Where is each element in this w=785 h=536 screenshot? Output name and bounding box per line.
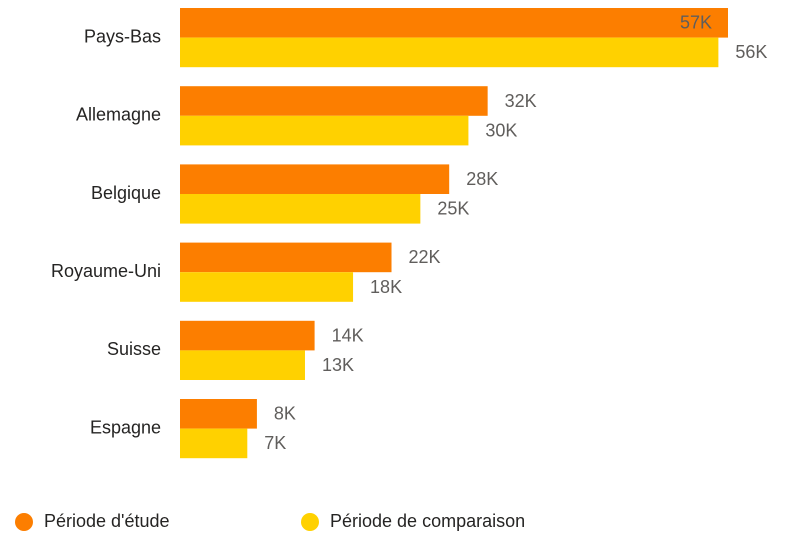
value-label: 25K <box>437 199 469 219</box>
category-label: Belgique <box>91 183 161 203</box>
category-label: Pays-Bas <box>84 26 161 46</box>
value-label: 32K <box>505 91 537 111</box>
value-label: 57K <box>680 13 712 33</box>
legend-label: Période de comparaison <box>330 511 525 531</box>
category-label: Royaume-Uni <box>51 261 161 281</box>
category-label: Allemagne <box>76 105 161 125</box>
value-label: 7K <box>264 433 286 453</box>
value-label: 56K <box>735 42 767 62</box>
value-label: 8K <box>274 404 296 424</box>
bar <box>180 399 257 429</box>
value-label: 13K <box>322 355 354 375</box>
bar <box>180 242 392 273</box>
category-label: Espagne <box>90 417 161 437</box>
category-label: Suisse <box>107 339 161 359</box>
value-label: 30K <box>485 120 517 140</box>
bar <box>180 320 315 351</box>
legend-marker <box>15 513 33 531</box>
value-label: 28K <box>466 169 498 189</box>
legend-label: Période d'étude <box>44 511 170 531</box>
bar <box>180 164 450 194</box>
bar <box>180 37 719 68</box>
legend-marker <box>301 513 319 531</box>
bar <box>180 86 488 116</box>
bar <box>180 350 305 380</box>
value-label: 22K <box>409 247 441 267</box>
bar <box>180 8 728 38</box>
bar <box>180 115 469 146</box>
bar <box>180 428 248 459</box>
value-label: 14K <box>332 325 364 345</box>
bar <box>180 272 354 302</box>
bar <box>180 194 421 224</box>
value-label: 18K <box>370 277 402 297</box>
